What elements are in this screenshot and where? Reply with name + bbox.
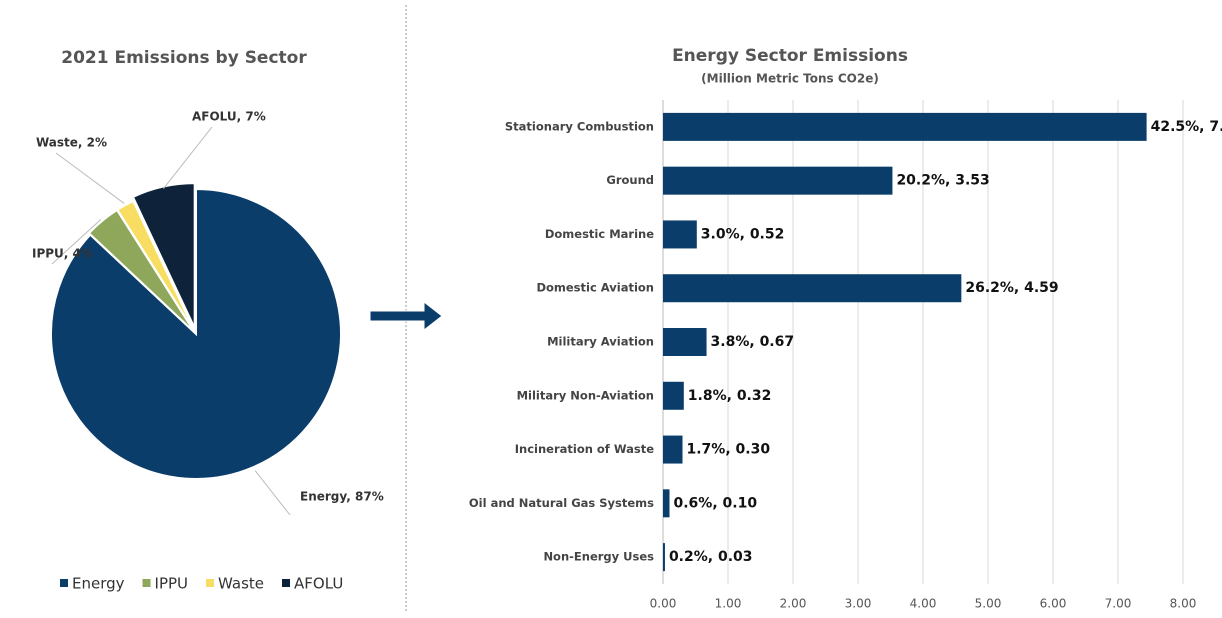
leader-line <box>51 218 102 265</box>
bar <box>663 274 962 303</box>
data-label: 26.2%, 4.59 <box>965 280 1058 296</box>
legend-swatch <box>142 579 151 587</box>
pie-title: 2021 Emissions by Sector <box>61 48 307 68</box>
x-tick-label: 6.00 <box>1040 597 1067 611</box>
bar <box>663 435 683 464</box>
legend-label: Waste <box>218 575 264 593</box>
data-label: 42.5%, 7.44 <box>1151 119 1222 135</box>
x-tick-label: 3.00 <box>845 597 872 611</box>
y-tick-label: Incineration of Waste <box>515 442 654 456</box>
data-label: Waste, 2% <box>36 136 107 150</box>
x-tick-label: 7.00 <box>1105 597 1132 611</box>
bar <box>663 489 670 518</box>
x-tick-label: 2.00 <box>780 597 807 611</box>
legend-swatch <box>206 579 215 587</box>
data-label: IPPU, 4% <box>32 247 93 261</box>
y-tick-label: Non-Energy Uses <box>543 550 654 564</box>
bar <box>663 543 665 572</box>
y-tick-label: Domestic Marine <box>545 227 654 241</box>
data-label: AFOLU, 7% <box>192 110 266 124</box>
y-tick-label: Oil and Natural Gas Systems <box>469 496 654 510</box>
x-tick-label: 1.00 <box>715 597 742 611</box>
bar-subtitle: (Million Metric Tons CO2e) <box>701 72 879 86</box>
y-tick-label: Military Non-Aviation <box>517 388 654 402</box>
x-tick-label: 5.00 <box>975 597 1002 611</box>
bar <box>663 381 684 410</box>
data-label: 0.2%, 0.03 <box>669 549 753 565</box>
legend-label: Energy <box>72 575 125 593</box>
leader-line <box>55 152 125 204</box>
bar <box>663 112 1147 141</box>
y-tick-label: Ground <box>606 173 654 187</box>
y-tick-label: Military Aviation <box>547 335 654 349</box>
data-label: Energy, 87% <box>300 490 384 504</box>
data-label: 1.8%, 0.32 <box>688 388 772 404</box>
leader-line <box>254 470 291 516</box>
pie-slice <box>131 182 196 329</box>
pie-slice <box>115 199 196 333</box>
legend-swatch <box>60 579 68 587</box>
bar <box>663 220 697 249</box>
data-label: 3.0%, 0.52 <box>701 226 785 242</box>
bar <box>663 328 707 356</box>
leader-line <box>163 126 213 189</box>
data-label: 20.2%, 3.53 <box>896 173 989 189</box>
x-tick-label: 4.00 <box>910 597 937 611</box>
y-tick-label: Domestic Aviation <box>536 281 654 295</box>
bar-title: Energy Sector Emissions <box>672 46 908 66</box>
pie-slice <box>50 187 342 480</box>
x-tick-label: 0.00 <box>650 597 677 611</box>
x-tick-label: 8.00 <box>1170 597 1197 611</box>
bar <box>663 166 893 195</box>
data-label: 3.8%, 0.67 <box>711 334 795 350</box>
data-label: 1.7%, 0.30 <box>687 442 771 458</box>
data-label: 0.6%, 0.10 <box>674 495 758 511</box>
legend-swatch <box>282 579 291 587</box>
legend-label: IPPU <box>155 575 189 593</box>
y-tick-label: Stationary Combustion <box>505 119 654 133</box>
legend-label: AFOLU <box>294 575 343 593</box>
arrow <box>369 300 443 332</box>
